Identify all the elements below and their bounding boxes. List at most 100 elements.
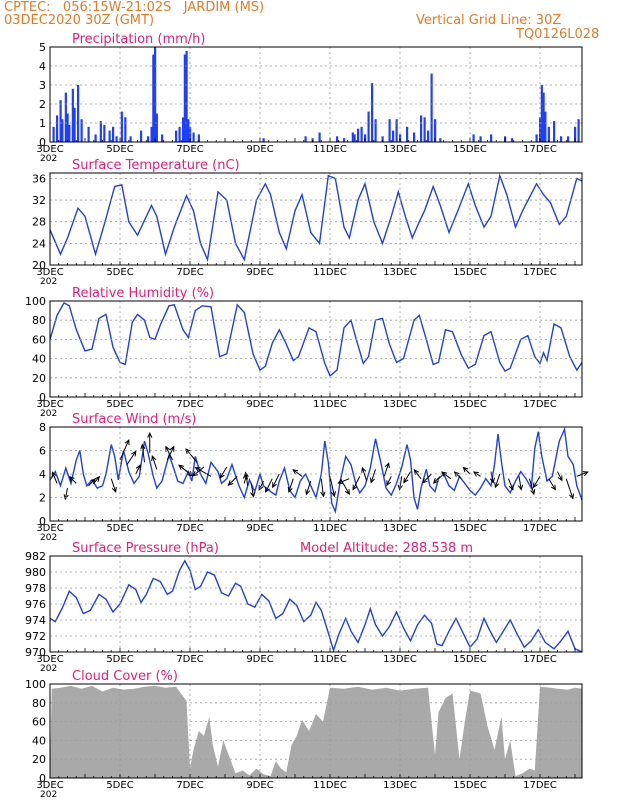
x-tick-label: 7DEC bbox=[176, 399, 203, 410]
y-tick-label: 0 bbox=[39, 391, 46, 404]
x-tick-label: 15DEC bbox=[453, 654, 487, 665]
precip-bar bbox=[542, 92, 545, 142]
wind-arrow bbox=[413, 469, 422, 480]
precip-bar bbox=[77, 85, 80, 142]
x-tick-label: 7DEC bbox=[176, 523, 203, 534]
wind-arrow-head bbox=[265, 486, 270, 493]
wind-arrow bbox=[250, 483, 254, 497]
wind-arrow-head bbox=[386, 480, 392, 487]
wind-arrow-head bbox=[344, 489, 350, 496]
precip-bar bbox=[66, 113, 69, 142]
precip-bar bbox=[336, 136, 339, 142]
y-tick-label: 4 bbox=[39, 468, 46, 481]
x-tick-label: 11DEC bbox=[313, 267, 347, 278]
x-tick-label: 3DEC bbox=[36, 144, 63, 155]
precip-bar bbox=[560, 136, 563, 142]
wind-arrow bbox=[441, 471, 452, 480]
x-tick-label: 13DEC bbox=[383, 267, 417, 278]
wind-arrow-head bbox=[187, 470, 194, 477]
precip-bar bbox=[413, 132, 416, 142]
y-tick-label: 20 bbox=[32, 372, 46, 385]
x-tick-label: 5DEC bbox=[106, 654, 133, 665]
wind-arrow-head bbox=[517, 484, 524, 491]
wind-arrow-head bbox=[287, 486, 293, 493]
precip-bar bbox=[540, 85, 543, 142]
y-tick-label: 8 bbox=[39, 421, 46, 434]
precip-bar bbox=[71, 88, 74, 142]
wind-arrow-head bbox=[569, 493, 574, 500]
y-tick-label: 80 bbox=[32, 697, 46, 710]
x-tick-label: 13DEC bbox=[383, 780, 417, 791]
wind-arrow bbox=[361, 467, 368, 482]
wind-arrow-head bbox=[185, 448, 191, 455]
precip-bar bbox=[544, 111, 547, 142]
x-year-stub: 202 bbox=[40, 409, 57, 419]
precip-bar bbox=[61, 119, 64, 142]
wind-arrow bbox=[228, 475, 238, 486]
wind-arrow-head bbox=[532, 482, 538, 489]
wind-arrow-head bbox=[131, 450, 137, 457]
precip-bar bbox=[360, 126, 363, 142]
x-year-stub: 202 bbox=[40, 790, 57, 800]
wind-arrow bbox=[529, 478, 535, 495]
precip-bar bbox=[420, 115, 423, 142]
wind-arrow bbox=[508, 478, 514, 490]
wind-arrow-head bbox=[135, 464, 141, 471]
y-tick-label: 974 bbox=[25, 614, 46, 627]
precip-bar bbox=[56, 115, 59, 142]
wind-arrow bbox=[454, 471, 462, 480]
wind-arrow bbox=[265, 478, 273, 493]
wind-arrow-head bbox=[432, 478, 439, 484]
wind-arrow bbox=[166, 446, 175, 461]
precip-bar bbox=[567, 136, 570, 142]
precip-bar bbox=[367, 111, 370, 142]
wind-arrow bbox=[288, 478, 294, 493]
x-year-stub: 202 bbox=[40, 533, 57, 543]
wind-arrow-head bbox=[550, 484, 557, 491]
y-tick-label: 20 bbox=[32, 259, 46, 272]
y-tick-label: 980 bbox=[25, 566, 46, 579]
wind-arrow-head bbox=[94, 475, 101, 482]
wind-arrow-head bbox=[227, 480, 234, 487]
wind-arrow bbox=[195, 467, 212, 477]
y-tick-label: 978 bbox=[25, 582, 46, 595]
y-tick-label: 970 bbox=[25, 646, 46, 659]
precip-bar bbox=[406, 126, 409, 142]
precip-bar bbox=[112, 126, 115, 142]
y-tick-label: 0 bbox=[39, 772, 46, 785]
precip-bar bbox=[479, 136, 482, 142]
precip-bar bbox=[64, 92, 67, 142]
wind-arrow-head bbox=[68, 475, 75, 482]
x-year-stub: 202 bbox=[40, 664, 57, 674]
x-tick-label: 3DEC bbox=[36, 523, 63, 534]
wind-arrow-head bbox=[494, 482, 500, 489]
wind-arrow-head bbox=[250, 491, 256, 498]
precip-bar bbox=[161, 134, 164, 142]
precip-bar bbox=[175, 130, 178, 142]
panel-3-title: Relative Humidity (%) bbox=[72, 286, 214, 301]
x-tick-label: 15DEC bbox=[453, 523, 487, 534]
x-tick-label: 5DEC bbox=[106, 780, 133, 791]
wind-arrow-head bbox=[151, 455, 157, 462]
panel-3-frame bbox=[49, 300, 583, 398]
wind-arrow bbox=[110, 478, 117, 493]
y-tick-label: 100 bbox=[25, 295, 46, 308]
x-year-stub: 202 bbox=[40, 154, 57, 164]
precip-bar bbox=[472, 134, 475, 142]
x-tick-label: 9DEC bbox=[246, 267, 273, 278]
precip-bar bbox=[73, 107, 76, 142]
precip-bar bbox=[152, 54, 155, 142]
wind-arrow bbox=[548, 478, 556, 490]
wind-arrow-head bbox=[337, 479, 344, 484]
x-tick-label: 17DEC bbox=[523, 780, 557, 791]
x-tick-label: 11DEC bbox=[313, 523, 347, 534]
precip-bar bbox=[59, 100, 62, 142]
precip-bar bbox=[439, 138, 442, 142]
precip-bar bbox=[262, 138, 265, 142]
precip-bar bbox=[427, 130, 430, 142]
precip-bar bbox=[535, 134, 538, 142]
wind-arrow-head bbox=[272, 482, 277, 489]
x-tick-label: 15DEC bbox=[453, 144, 487, 155]
wind-arrow-head bbox=[462, 466, 469, 473]
wind-arrow-head bbox=[384, 462, 390, 469]
